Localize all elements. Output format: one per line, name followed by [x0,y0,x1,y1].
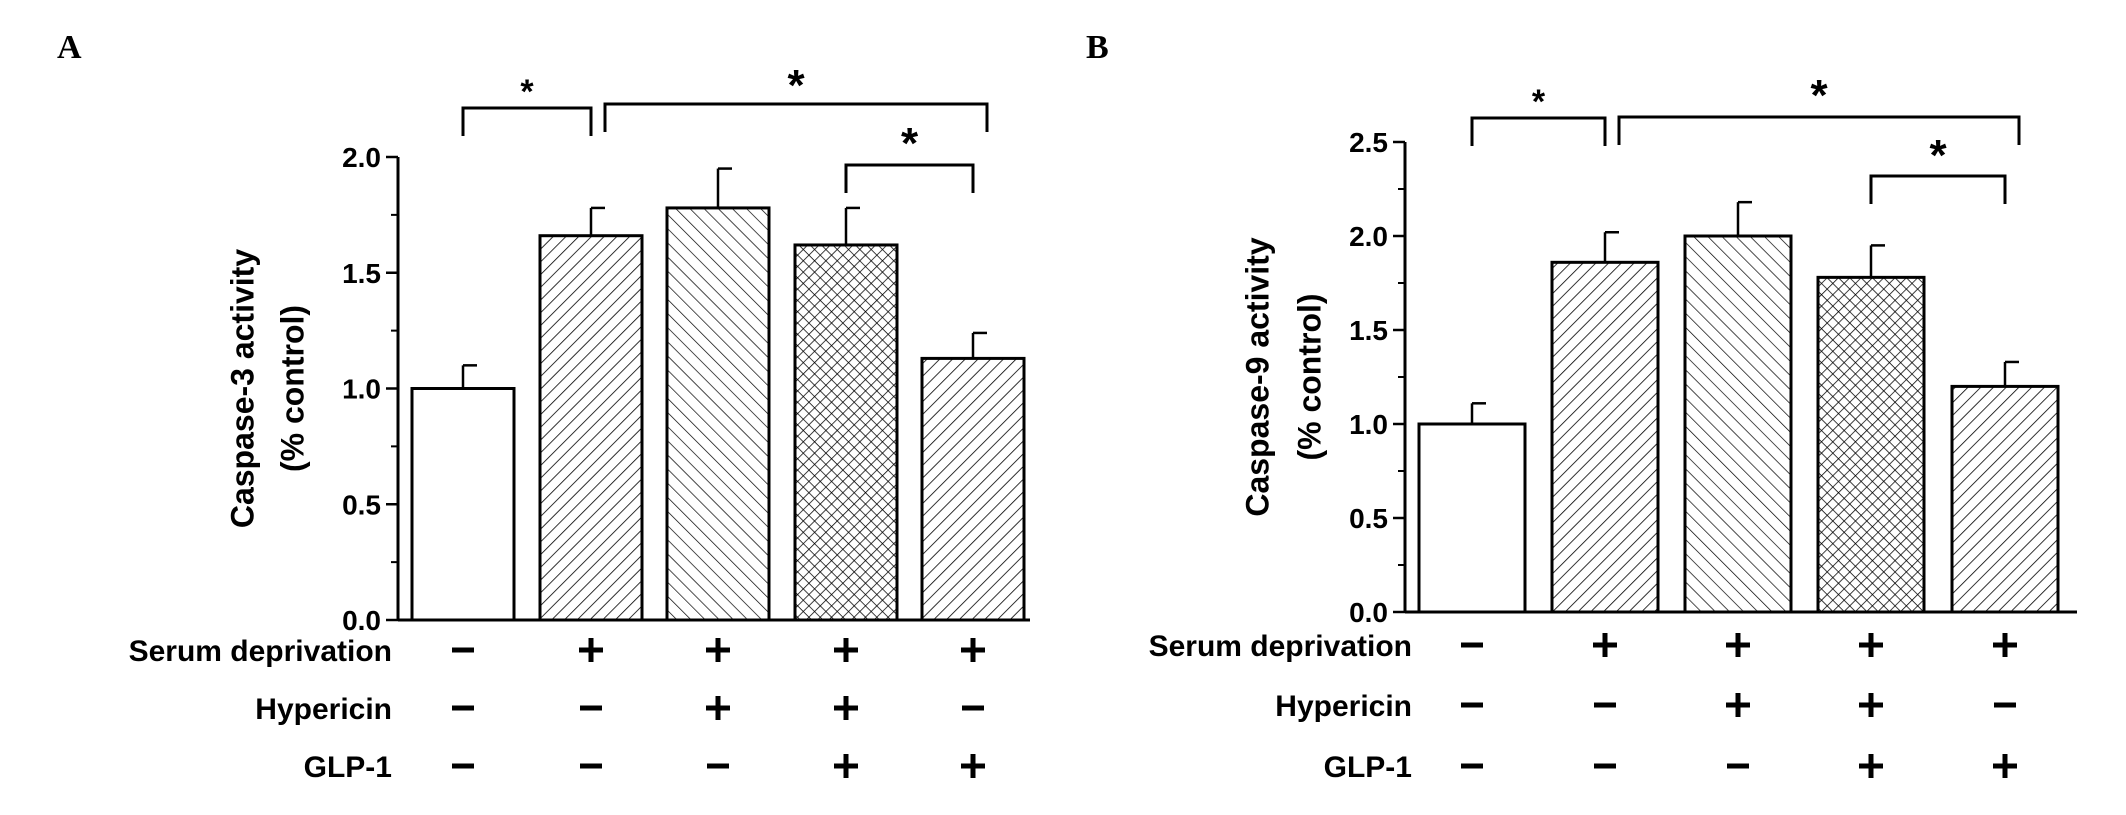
plus-sign [1593,633,1617,657]
bar-2 [538,234,644,622]
bar-4 [793,243,899,622]
plus-sign [706,638,730,662]
condition-label: Hypericin [255,693,392,726]
plus-sign [834,754,858,778]
significance-star: * [1929,131,1947,180]
bar-3 [665,206,771,622]
plus-sign [1993,754,2017,778]
significance-star: * [1532,83,1546,121]
condition-label: GLP-1 [1324,751,1412,784]
panel-b: B 0.0 0.5 1.0 1.5 2.0 2.5 Caspase-9 activity (% … [1086,29,2077,784]
significance-bracket [461,106,593,136]
condition-label: Serum deprivation [129,635,392,668]
significance-star: * [520,73,534,111]
significance-bracket [844,163,975,193]
bar-5 [1950,384,2060,614]
bar-3 [1683,234,1793,614]
significance-star: * [787,61,805,110]
y-axis-label-sub: (% control) [1291,293,1327,460]
condition-label: GLP-1 [304,751,392,784]
plus-sign [961,638,985,662]
y-tick-label: 0.0 [1349,597,1388,628]
plus-sign [834,638,858,662]
y-tick-label: 1.5 [1349,315,1388,346]
significance-bracket [1617,115,2021,145]
y-tick-label: 0.5 [1349,503,1388,534]
significance-bracket [603,102,989,132]
plus-sign [1859,693,1883,717]
bar-1 [410,387,516,622]
panel-letter-b: B [1086,29,1109,66]
bar-5 [920,356,1026,622]
condition-label: Hypericin [1275,690,1412,723]
plus-sign [1726,693,1750,717]
y-axis-label-sub: (% control) [274,305,310,472]
significance-star: * [901,119,919,168]
bar-2 [1550,260,1660,614]
y-tick-label: 1.0 [1349,409,1388,440]
plus-sign [1859,754,1883,778]
y-tick-label: 0.0 [342,605,381,636]
plus-sign [834,696,858,720]
y-axis-label: Caspase-3 activity [224,249,260,528]
bar-4 [1816,275,1926,614]
plus-sign [1726,633,1750,657]
y-tick-label: 1.5 [342,258,381,289]
y-tick-label: 2.0 [1349,221,1388,252]
bar-1 [1417,422,1527,614]
plus-sign [579,638,603,662]
y-tick-label: 1.0 [342,374,381,405]
y-axis-label: Caspase-9 activity [1239,237,1275,516]
y-tick-label: 2.5 [1349,127,1388,158]
significance-bracket [1869,174,2007,204]
significance-bracket [1470,116,1607,146]
plus-sign [1993,633,2017,657]
plus-sign [706,696,730,720]
condition-label: Serum deprivation [1149,630,1412,663]
y-tick-label: 2.0 [342,142,381,173]
panel-letter-a: A [57,29,82,66]
significance-star: * [1810,71,1828,120]
panel-a: A 0.0 0.5 1.0 1.5 2.0 Caspase-3 activity (% con… [57,29,1030,784]
plus-sign [961,754,985,778]
y-tick-label: 0.5 [342,489,381,520]
plus-sign [1859,633,1883,657]
